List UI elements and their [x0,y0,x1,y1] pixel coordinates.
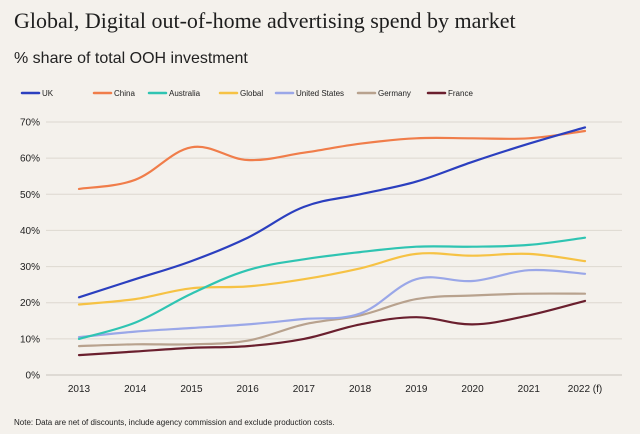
x-tick-label: 2021 [518,384,541,395]
y-tick-label: 70% [20,118,40,129]
x-tick-label: 2013 [68,384,91,395]
x-tick-label: 2019 [405,384,428,395]
series-line-uk [77,126,587,299]
x-tick-label: 2018 [349,384,372,395]
legend: UK China Australia Global United States Germa… [20,89,473,98]
legend-label: Global [240,89,263,98]
x-tick-label: 2015 [180,384,203,395]
y-tick-label: 10% [20,334,40,345]
y-tick-label: 60% [20,154,40,165]
x-tick-label: 2016 [237,384,260,395]
x-tick-label: 2020 [461,384,484,395]
legend-label: UK [42,89,54,98]
grid-lines [46,121,622,376]
series-line-global [77,252,587,306]
x-tick-label: 2022 (f) [568,384,602,395]
legend-label: Australia [169,89,201,98]
x-tick-label: 2017 [293,384,316,395]
series-lines [77,126,587,357]
y-tick-label: 0% [26,371,41,382]
chart-title: Global, Digital out-of-home advertising … [14,8,516,33]
series-line-china [77,129,587,190]
legend-label: France [448,89,473,98]
x-tick-label: 2014 [124,384,147,395]
y-tick-label: 50% [20,190,40,201]
legend-label: China [114,89,135,98]
legend-label: United States [296,89,344,98]
series-line-germany [77,292,587,348]
legend-label: Germany [378,89,411,98]
x-axis-ticks: 2013 2014 2015 2016 2017 2018 2019 2020 2021 2022… [68,384,602,395]
chart-subtitle: % share of total OOH investment [14,50,248,67]
series-line-united-states [77,268,587,339]
series-line-france [77,299,587,357]
y-tick-label: 40% [20,226,40,237]
footnote: Note: Data are net of discounts, include… [14,418,335,427]
y-tick-label: 20% [20,298,40,309]
y-axis-ticks: 0% 10% 20% 30% 40% 50% 60% 70% [20,118,40,382]
series-line-australia [77,236,587,340]
y-tick-label: 30% [20,262,40,273]
